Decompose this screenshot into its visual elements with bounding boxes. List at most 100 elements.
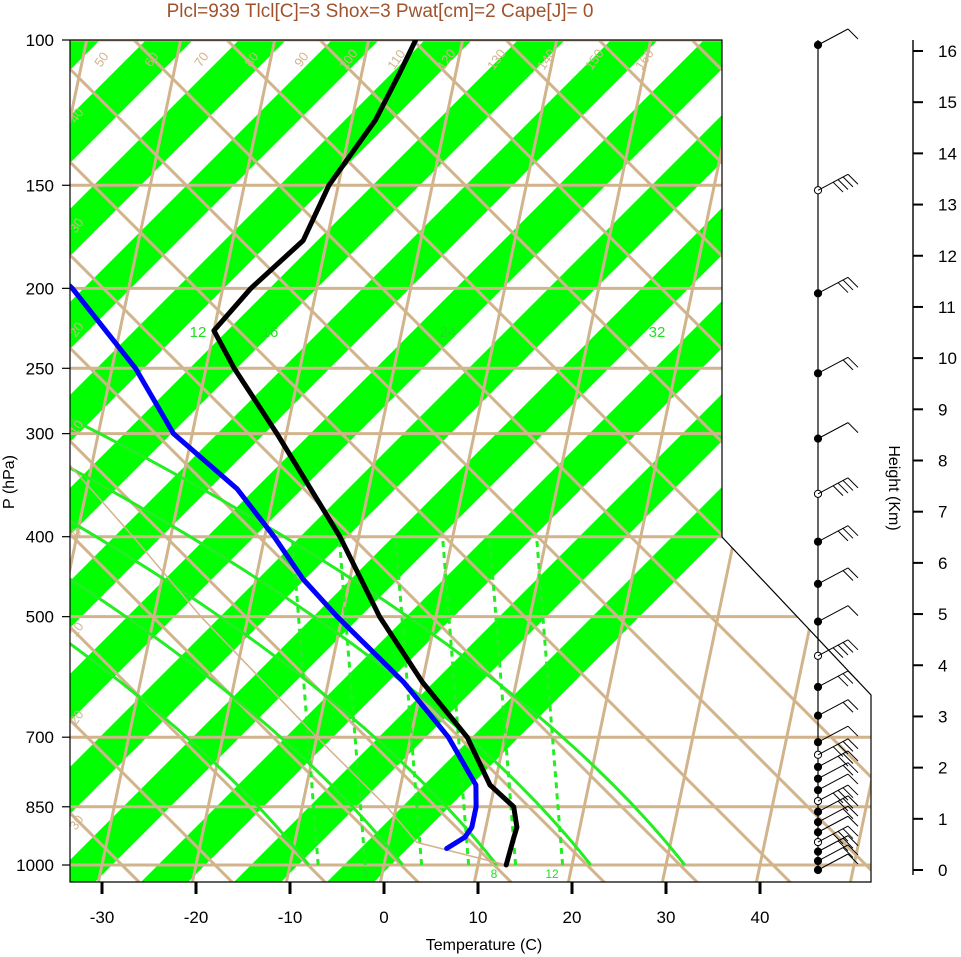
mixing-ratio-line [290, 536, 320, 866]
x-tick-label: 10 [469, 908, 488, 927]
wind-barb-feather [847, 844, 859, 856]
parcel-path [70, 330, 507, 866]
moist-adiabat-label: 24 [440, 324, 457, 341]
dry-adiabat-line [70, 40, 445, 882]
wind-barb-shaft [817, 815, 849, 833]
mixing-ratio-label: 3 [362, 867, 369, 881]
wind-barb-feather [847, 173, 859, 185]
mixing-ratio-line [394, 536, 424, 866]
x-tick-label: -20 [184, 908, 209, 927]
wind-barb-dot [813, 579, 823, 589]
height-tick-label: 15 [938, 93, 957, 112]
pressure-axis: 100 150 200 250 300 400 500 700 850 1000 [16, 31, 70, 875]
moist-adiabat-label: 12 [190, 324, 207, 341]
y-tick-label: 1000 [16, 856, 54, 875]
wind-barb-feather [847, 276, 859, 288]
isotherm-label: 70 [191, 49, 212, 69]
moist-adiabat-line [70, 321, 686, 866]
y-tick-label: 850 [26, 798, 54, 817]
isotherm-line [944, 2, 961, 882]
wind-barb-feather [847, 805, 859, 817]
wind-barb-feather [837, 830, 849, 842]
wind-barb-feather [837, 743, 849, 755]
wind-barb-feather [847, 477, 859, 489]
isotherm-label: 10 [720, 342, 746, 368]
dry-adiabat-line [70, 40, 871, 882]
moist-adiabat-labels: 12 16 24 32 3 8 12 [190, 324, 666, 881]
y-tick-label: 700 [26, 728, 54, 747]
mixing-ratio-line [535, 536, 565, 866]
y-tick-label: 300 [26, 425, 54, 444]
moist-adiabat-label: 32 [649, 324, 666, 341]
wind-barb-feather [832, 485, 844, 497]
chart-title: Plcl=939 Tlcl[C]=3 Shox=3 Pwat[cm]=2 Cap… [167, 1, 594, 22]
wind-barb-dot [813, 750, 823, 759]
wind-barb-feather [842, 673, 854, 684]
wind-barb-feather [847, 28, 859, 40]
isotherm-label: 20 [720, 234, 746, 260]
wind-barb-shaft [817, 28, 849, 46]
wind-barb-feather [847, 670, 859, 682]
wind-barb-feather [847, 725, 859, 737]
wind-barb-feather [842, 570, 854, 581]
wind-barb-feather [842, 480, 854, 491]
mixing-ratio-label: 12 [545, 867, 559, 881]
isotherm-label: 0 [720, 458, 741, 477]
dry-adiabat-line [70, 40, 817, 882]
height-tick-label: 7 [938, 503, 947, 522]
wind-barb-shaft [817, 422, 849, 440]
x-tick-label: -30 [90, 908, 115, 927]
wind-barb-dot [813, 796, 823, 806]
x-axis-label: Temperature (C) [426, 937, 542, 954]
wind-barb-feather [837, 530, 849, 542]
wind-barb-feather [832, 792, 844, 804]
mixing-ratio-line [337, 536, 367, 866]
wind-barb-shaft [817, 853, 849, 871]
x-tick-label: 30 [657, 908, 676, 927]
wind-barb-feather [847, 825, 859, 837]
wind-barb-dot [813, 774, 823, 783]
wind-barb-feather [842, 741, 854, 752]
y-tick-label: 100 [26, 31, 54, 50]
wind-barb-shaft [817, 773, 849, 791]
isotherm-label: 60 [141, 49, 162, 69]
wind-barb-feather [837, 482, 849, 494]
wind-barb-feather [847, 762, 859, 774]
y-tick-label: 500 [26, 608, 54, 627]
wind-barb-feather [842, 642, 854, 653]
x-tick-label: 0 [379, 908, 388, 927]
wind-barb-feather [837, 179, 849, 190]
wind-barb-dot [813, 837, 823, 847]
height-tick-label: 16 [938, 42, 957, 61]
height-tick-label: 12 [938, 247, 957, 266]
band [209, 40, 871, 882]
isotherm-line [848, 40, 871, 882]
wind-barb-feather [832, 833, 844, 845]
height-tick-label: 10 [938, 349, 957, 368]
moist-adiabat-label: 16 [262, 324, 279, 341]
isotherm-label: 20 [66, 707, 87, 727]
isotherm-label: 30 [66, 812, 87, 832]
mixing-ratio-lines [290, 536, 565, 866]
height-tick-label: 4 [938, 656, 947, 675]
wind-barb-feather [837, 840, 849, 852]
wind-barb-feather [842, 808, 854, 820]
y-axis-label: P (hPa) [1, 455, 18, 509]
temperature-line [211, 40, 520, 868]
wind-barb-feather [842, 753, 854, 764]
wind-barb-feather [837, 644, 849, 656]
isotherm-label: 10 [66, 619, 87, 639]
y-tick-label: 250 [26, 359, 54, 378]
wind-barb-feather [847, 422, 859, 433]
wind-barb-feather [847, 738, 859, 750]
height-tick-label: 1 [938, 810, 947, 829]
wind-barb-feather [842, 701, 854, 713]
wind-barbs [813, 28, 859, 875]
height-axis-label: Height (Km) [885, 445, 902, 530]
x-tick-label: 40 [751, 908, 770, 927]
height-tick-label: 11 [938, 298, 956, 317]
